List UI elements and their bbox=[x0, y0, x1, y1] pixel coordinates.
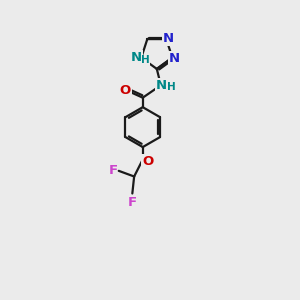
Text: F: F bbox=[109, 164, 118, 177]
Text: O: O bbox=[120, 84, 131, 97]
Text: N: N bbox=[168, 52, 179, 65]
Text: N: N bbox=[131, 51, 142, 64]
Text: H: H bbox=[141, 56, 150, 65]
Text: H: H bbox=[167, 82, 176, 92]
Text: N: N bbox=[162, 32, 173, 45]
Text: O: O bbox=[142, 154, 153, 168]
Text: F: F bbox=[128, 196, 137, 209]
Text: N: N bbox=[155, 79, 167, 92]
